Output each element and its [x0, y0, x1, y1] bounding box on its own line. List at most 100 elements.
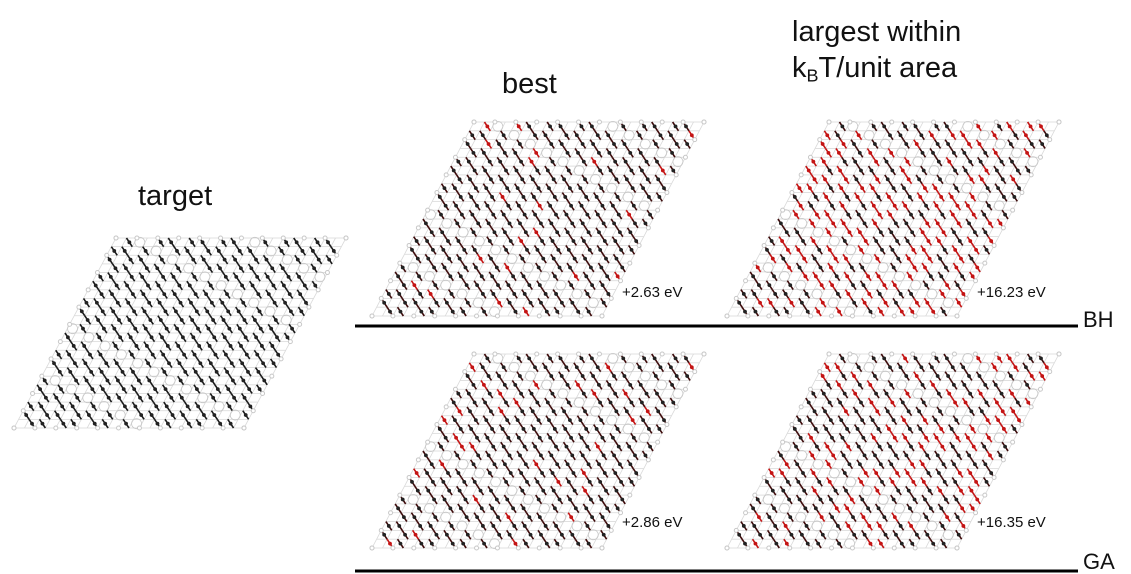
lattice-bond — [773, 298, 779, 308]
lattice-bond — [162, 298, 168, 308]
lattice-bond — [944, 209, 951, 220]
atom — [489, 177, 493, 182]
edge-atom — [443, 172, 449, 178]
atom — [582, 239, 586, 243]
lattice-bond — [882, 130, 888, 140]
atom — [269, 326, 274, 331]
lattice-bond — [912, 271, 918, 281]
lattice-bond — [783, 298, 789, 308]
lattice-bond — [199, 306, 205, 316]
header-k: k — [792, 52, 807, 84]
lattice-bond — [546, 192, 553, 202]
lattice-bond — [200, 401, 206, 411]
lattice-bond — [281, 289, 288, 299]
lattice-bond — [549, 227, 555, 237]
lattice-bond — [621, 209, 627, 220]
lattice-bond — [411, 271, 417, 281]
lattice-bond — [971, 218, 977, 229]
lattice-bond — [220, 384, 226, 394]
lattice-bond — [414, 245, 420, 255]
atom — [185, 404, 190, 409]
lattice-bond — [645, 183, 651, 193]
atom — [590, 124, 594, 129]
lattice-bond — [557, 192, 563, 202]
edge-atom — [260, 390, 266, 396]
vacancy-ring — [508, 129, 520, 141]
lattice-bond — [200, 246, 206, 256]
lattice-bond — [869, 174, 875, 184]
atom — [537, 203, 542, 208]
lattice-bond — [775, 254, 781, 264]
lattice-bond — [450, 236, 456, 246]
lattice-bond — [39, 410, 45, 420]
lattice-bond — [913, 130, 919, 140]
lattice-bond — [933, 271, 939, 281]
lattice-bond — [564, 139, 570, 149]
atom — [492, 230, 497, 235]
lattice-bond — [955, 130, 961, 140]
lattice-bond — [824, 280, 830, 290]
lattice-bond — [628, 157, 634, 167]
atom — [476, 221, 481, 226]
lattice-bond — [915, 245, 922, 255]
lattice-bond — [890, 174, 896, 184]
atom — [562, 177, 566, 182]
lattice-bond — [881, 271, 887, 281]
lattice-bond — [157, 306, 163, 316]
edge-atom — [680, 119, 686, 125]
lattice-bond — [868, 157, 874, 167]
atom — [549, 221, 554, 226]
atom — [120, 369, 125, 374]
atom — [153, 387, 157, 392]
atom — [88, 352, 92, 357]
lattice-bond — [883, 227, 889, 237]
atom — [491, 212, 496, 217]
atom — [470, 212, 475, 217]
lattice-bond — [840, 130, 846, 140]
atom — [98, 274, 103, 279]
atom — [660, 168, 665, 173]
lattice-bond — [925, 227, 931, 237]
lattice-bond — [637, 218, 643, 229]
lattice-bond — [212, 341, 218, 351]
lattice-bond — [197, 350, 203, 360]
atom — [599, 265, 604, 270]
lattice-bond — [861, 209, 867, 220]
atom — [647, 195, 651, 199]
lattice-bond — [445, 245, 452, 255]
lattice-bond — [79, 315, 86, 325]
lattice-bond — [285, 263, 291, 273]
atom — [548, 203, 553, 208]
lattice-bond — [153, 393, 159, 403]
lattice-bond — [270, 272, 276, 282]
edge-atom — [278, 356, 284, 362]
lattice-bond — [459, 298, 466, 308]
lattice-bond — [893, 227, 900, 237]
lattice-bond — [412, 289, 418, 299]
lattice-bond — [155, 350, 161, 360]
atom — [600, 283, 605, 288]
atom — [573, 274, 578, 279]
lattice-bond — [613, 165, 619, 176]
lattice-bond — [972, 157, 979, 167]
edge-atom — [53, 425, 59, 431]
lattice-bond — [142, 393, 148, 403]
atom — [628, 230, 633, 235]
vacancy-ring — [213, 401, 225, 412]
lattice-bond — [950, 139, 956, 149]
lattice-bond — [175, 332, 181, 342]
lattice-bond — [444, 306, 451, 317]
lattice-bond — [861, 289, 867, 299]
lattice-bond — [283, 306, 289, 316]
lattice-bond — [90, 315, 96, 325]
atom — [806, 168, 811, 173]
atom — [574, 133, 579, 138]
lattice-bond — [946, 227, 952, 237]
atom — [191, 257, 196, 262]
lattice-bond — [456, 245, 462, 255]
lattice-bond — [833, 183, 839, 193]
atom — [558, 124, 563, 129]
lattice-bond — [553, 139, 560, 149]
atom — [522, 212, 527, 217]
atom — [478, 256, 483, 261]
